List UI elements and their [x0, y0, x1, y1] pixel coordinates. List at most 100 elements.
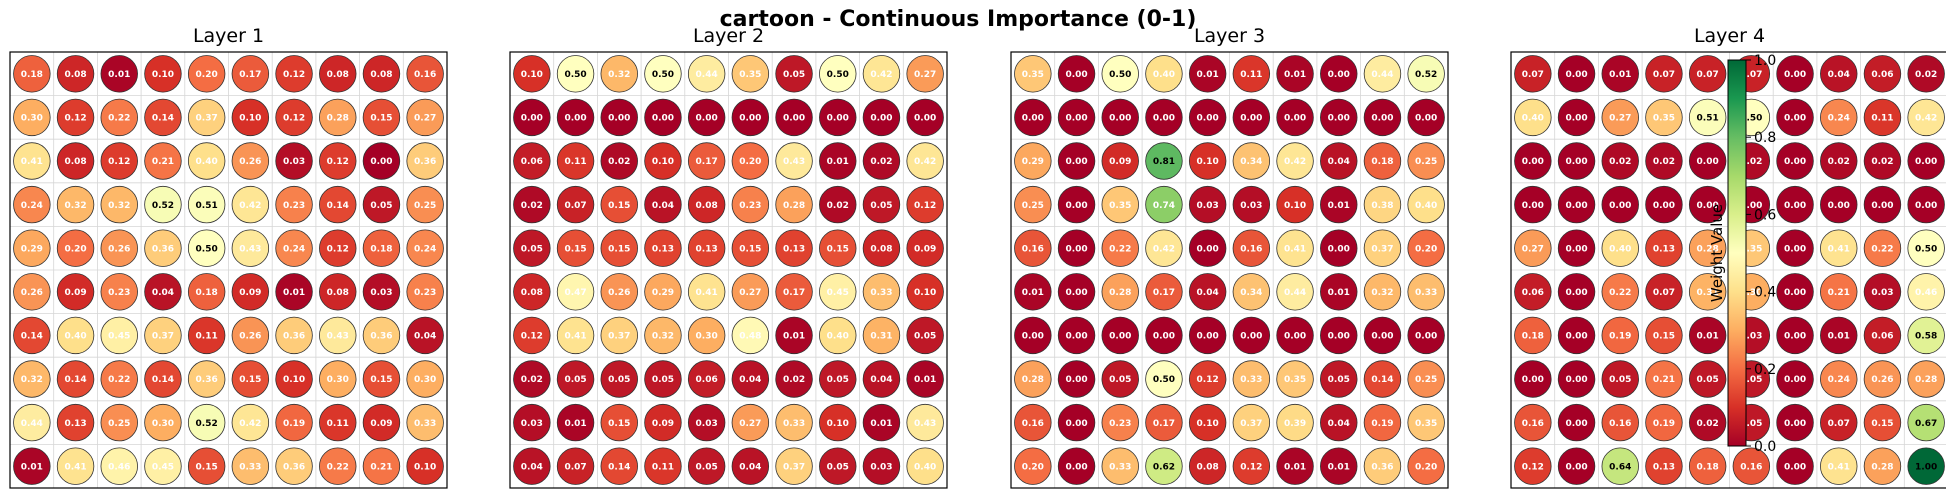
cell-label: 0.03 — [696, 419, 718, 429]
cell-label: 0.13 — [652, 244, 674, 254]
cell-label: 0.50 — [1740, 114, 1762, 124]
cell-label: 0.35 — [1022, 70, 1044, 80]
heatmap-cell — [600, 185, 638, 224]
heatmap-cell — [1145, 273, 1183, 311]
cell-label: 0.05 — [914, 332, 936, 342]
heatmap-cell — [906, 316, 944, 355]
cell-label: 0.51 — [1697, 114, 1719, 124]
heatmap-cell — [1688, 316, 1727, 355]
cell-label: 0.19 — [1653, 419, 1675, 429]
heatmap-cell — [731, 55, 770, 93]
heatmap-cell — [775, 360, 813, 398]
heatmap-cell — [600, 447, 638, 485]
cell-label: 0.42 — [239, 419, 261, 429]
cell-label: 0.26 — [21, 288, 43, 298]
cell-label: 0.01 — [283, 288, 305, 298]
heatmap-cell — [1101, 403, 1139, 442]
heatmap-cell — [1014, 447, 1052, 485]
heatmap-cell — [144, 360, 182, 398]
cell-label: 0.41 — [1828, 244, 1850, 254]
cell-label: 0.44 — [1284, 288, 1306, 298]
cell-label: 0.40 — [1522, 114, 1544, 124]
cell-label: 0.00 — [1697, 157, 1719, 167]
cell-label: 0.00 — [1109, 332, 1131, 342]
cell-label: 0.09 — [1109, 157, 1131, 167]
heatmap-cell — [644, 273, 682, 311]
heatmap-cell — [187, 98, 226, 137]
cell-label: 0.00 — [1065, 375, 1087, 385]
heatmap-cell — [819, 55, 857, 93]
cell-label: 0.05 — [1697, 375, 1719, 385]
heatmap-cell — [1057, 142, 1096, 180]
heatmap-cell — [1776, 403, 1814, 442]
cell-label: 0.27 — [914, 70, 936, 80]
cell-label: 0.37 — [152, 332, 174, 342]
cell-label: 0.06 — [1871, 70, 1893, 80]
heatmap-cell — [906, 142, 944, 180]
cell-label: 0.15 — [608, 201, 630, 211]
cell-label: 0.17 — [783, 288, 805, 298]
cell-label: 0.24 — [283, 244, 305, 254]
cell-label: 0.40 — [827, 332, 849, 342]
figure-title: cartoon - Continuous Importance (0-1) — [720, 7, 1197, 32]
cell-label: 0.50 — [827, 70, 849, 80]
heatmap-cell — [1014, 403, 1052, 442]
cell-label: 0.00 — [1565, 288, 1587, 298]
cell-label: 0.00 — [914, 114, 936, 124]
cell-label: 0.12 — [1240, 462, 1262, 472]
cell-label: 0.28 — [1697, 244, 1719, 254]
cell-label: 0.00 — [1609, 201, 1631, 211]
heatmap-cell — [1688, 360, 1727, 398]
heatmap-cell — [1232, 98, 1271, 137]
heatmap-cell — [1101, 447, 1139, 485]
heatmap-cell — [556, 55, 595, 93]
heatmap-cell — [1101, 316, 1139, 355]
cell-label: 0.48 — [739, 332, 761, 342]
heatmap-cell — [556, 98, 595, 137]
heatmap-cell — [687, 229, 726, 267]
heatmap-cell — [1732, 447, 1771, 485]
cell-label: 0.05 — [827, 462, 849, 472]
heatmap-cell — [1101, 229, 1139, 267]
cell-label: 0.43 — [327, 332, 349, 342]
cell-label: 0.43 — [914, 419, 936, 429]
heatmap-cell — [731, 360, 770, 398]
cell-label: 0.00 — [696, 114, 718, 124]
cell-label: 0.00 — [1522, 375, 1544, 385]
heatmap-cell — [906, 55, 944, 93]
heatmap-cell — [406, 316, 444, 355]
cell-label: 0.07 — [1653, 70, 1675, 80]
heatmap-cell — [1145, 447, 1183, 485]
cell-label: 0.00 — [1565, 70, 1587, 80]
cell-label: 0.25 — [1415, 375, 1437, 385]
cell-label: 0.15 — [196, 462, 218, 472]
heatmap-cell — [1145, 185, 1183, 224]
cell-label: 0.08 — [327, 288, 349, 298]
cell-label: 0.05 — [564, 375, 586, 385]
heatmap-cell — [319, 142, 357, 180]
heatmap-cell — [731, 185, 770, 224]
cell-label: 0.04 — [1828, 70, 1850, 80]
heatmap-cell — [1776, 98, 1814, 137]
cell-label: 0.11 — [1871, 114, 1893, 124]
cell-label: 0.36 — [370, 332, 392, 342]
heatmap-cell — [187, 316, 226, 355]
cell-label: 0.32 — [652, 332, 674, 342]
cell-label: 0.28 — [1109, 288, 1131, 298]
heatmap-cell — [1407, 403, 1445, 442]
panel-title: Layer 3 — [1194, 25, 1265, 47]
cell-label: 0.42 — [1915, 114, 1937, 124]
cell-label: 0.19 — [1609, 332, 1631, 342]
cell-label: 0.18 — [21, 70, 43, 80]
cell-label: 0.36 — [283, 462, 305, 472]
cell-label: 0.01 — [1284, 462, 1306, 472]
heatmap-cell — [862, 229, 901, 267]
heatmap-cell — [1057, 447, 1096, 485]
cell-label: 0.07 — [1653, 288, 1675, 298]
heatmap-cell — [1907, 403, 1945, 442]
heatmap-cell — [13, 142, 51, 180]
cell-label: 0.01 — [1697, 332, 1719, 342]
heatmap-cell — [1363, 447, 1402, 485]
cell-label: 0.50 — [196, 244, 218, 254]
cell-label: 0.00 — [1784, 70, 1806, 80]
